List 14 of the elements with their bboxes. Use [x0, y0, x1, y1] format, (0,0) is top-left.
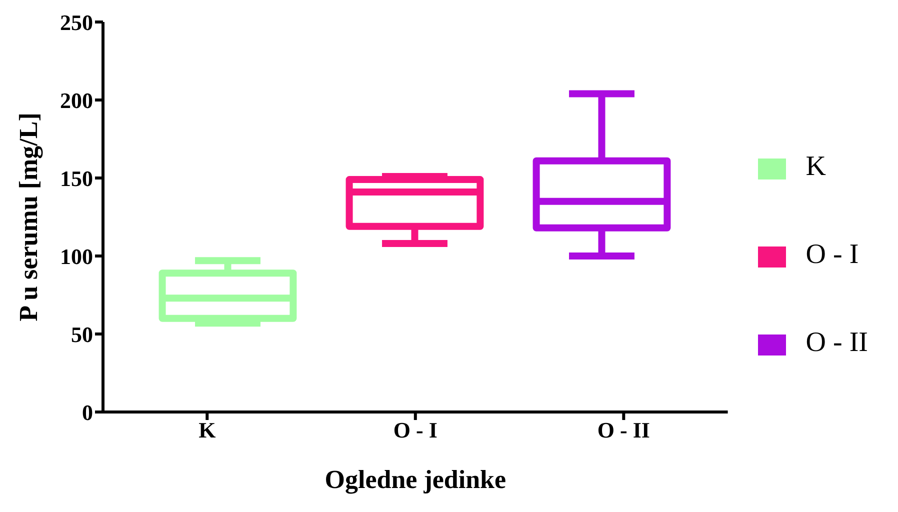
x-tick-label: O - II [597, 418, 650, 443]
y-tick-label: 100 [60, 244, 93, 269]
y-tick-label: 50 [71, 322, 93, 347]
legend-label: O - II [806, 327, 868, 358]
y-axis-title: P u serumu [mg/L] [14, 112, 44, 322]
legend-label: K [806, 151, 826, 182]
y-tick-label: 250 [60, 10, 93, 35]
x-tick-label: O - I [393, 418, 438, 443]
y-tick-label: 0 [82, 400, 93, 425]
y-tick-label: 150 [60, 166, 93, 191]
x-tick-label: K [198, 418, 216, 443]
x-axis-title: Ogledne jedinke [324, 465, 506, 494]
y-tick-label: 200 [60, 88, 93, 113]
legend-label: O - I [806, 239, 859, 270]
